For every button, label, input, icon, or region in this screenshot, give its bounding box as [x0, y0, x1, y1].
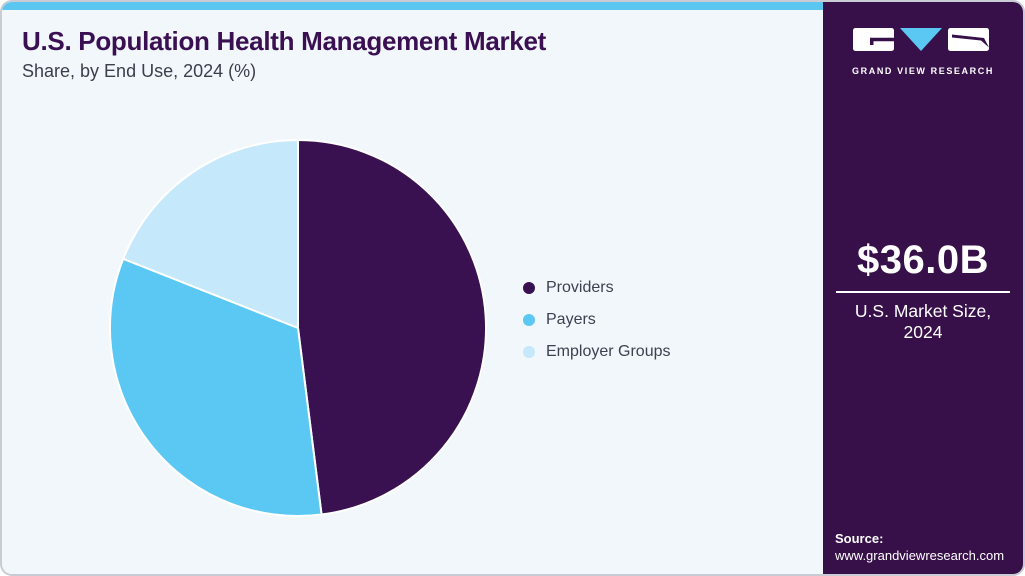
pie-slice-providers: [297, 139, 488, 516]
pie-slice-payers: [109, 257, 323, 517]
pie-slice-employer-groups: [122, 139, 299, 329]
page-subtitle: Share, by End Use, 2024 (%): [22, 61, 257, 81]
pie-chart-svg: [109, 139, 488, 517]
top-accent-bar: [2, 2, 823, 10]
brand-logo: GRAND VIEW RESEARCH: [823, 27, 1023, 76]
legend-swatch-providers: [523, 282, 535, 294]
market-size-label-line2: 2024: [903, 322, 943, 342]
market-size-block: $36.0B U.S. Market Size, 2024: [823, 240, 1023, 343]
source-url: www.grandviewresearch.com: [835, 548, 1005, 563]
gvr-logo-icon: [853, 28, 989, 51]
pie-chart: [106, 136, 490, 520]
legend-swatch-payers: [523, 314, 535, 326]
market-size-label-line1: U.S. Market Size,: [854, 301, 992, 321]
brand-name: GRAND VIEW RESEARCH: [852, 66, 994, 76]
legend-item-employer-groups: Employer Groups: [523, 342, 671, 362]
brand-sidebar: GRAND VIEW RESEARCH $36.0B U.S. Market S…: [823, 2, 1023, 574]
source-block: Source: www.grandviewresearch.com: [835, 531, 1004, 563]
legend-label: Employer Groups: [546, 343, 671, 360]
legend-swatch-employer-groups: [523, 346, 535, 358]
source-label: Source:: [835, 531, 884, 546]
legend-item-providers: Providers: [523, 278, 671, 298]
divider: [836, 291, 1010, 293]
market-size-value: $36.0B: [857, 238, 989, 282]
legend-item-payers: Payers: [523, 310, 671, 330]
chart-legend: Providers Payers Employer Groups: [523, 278, 671, 374]
legend-label: Payers: [546, 311, 596, 328]
legend-label: Providers: [546, 279, 614, 296]
page-title: U.S. Population Health Management Market: [22, 26, 546, 56]
